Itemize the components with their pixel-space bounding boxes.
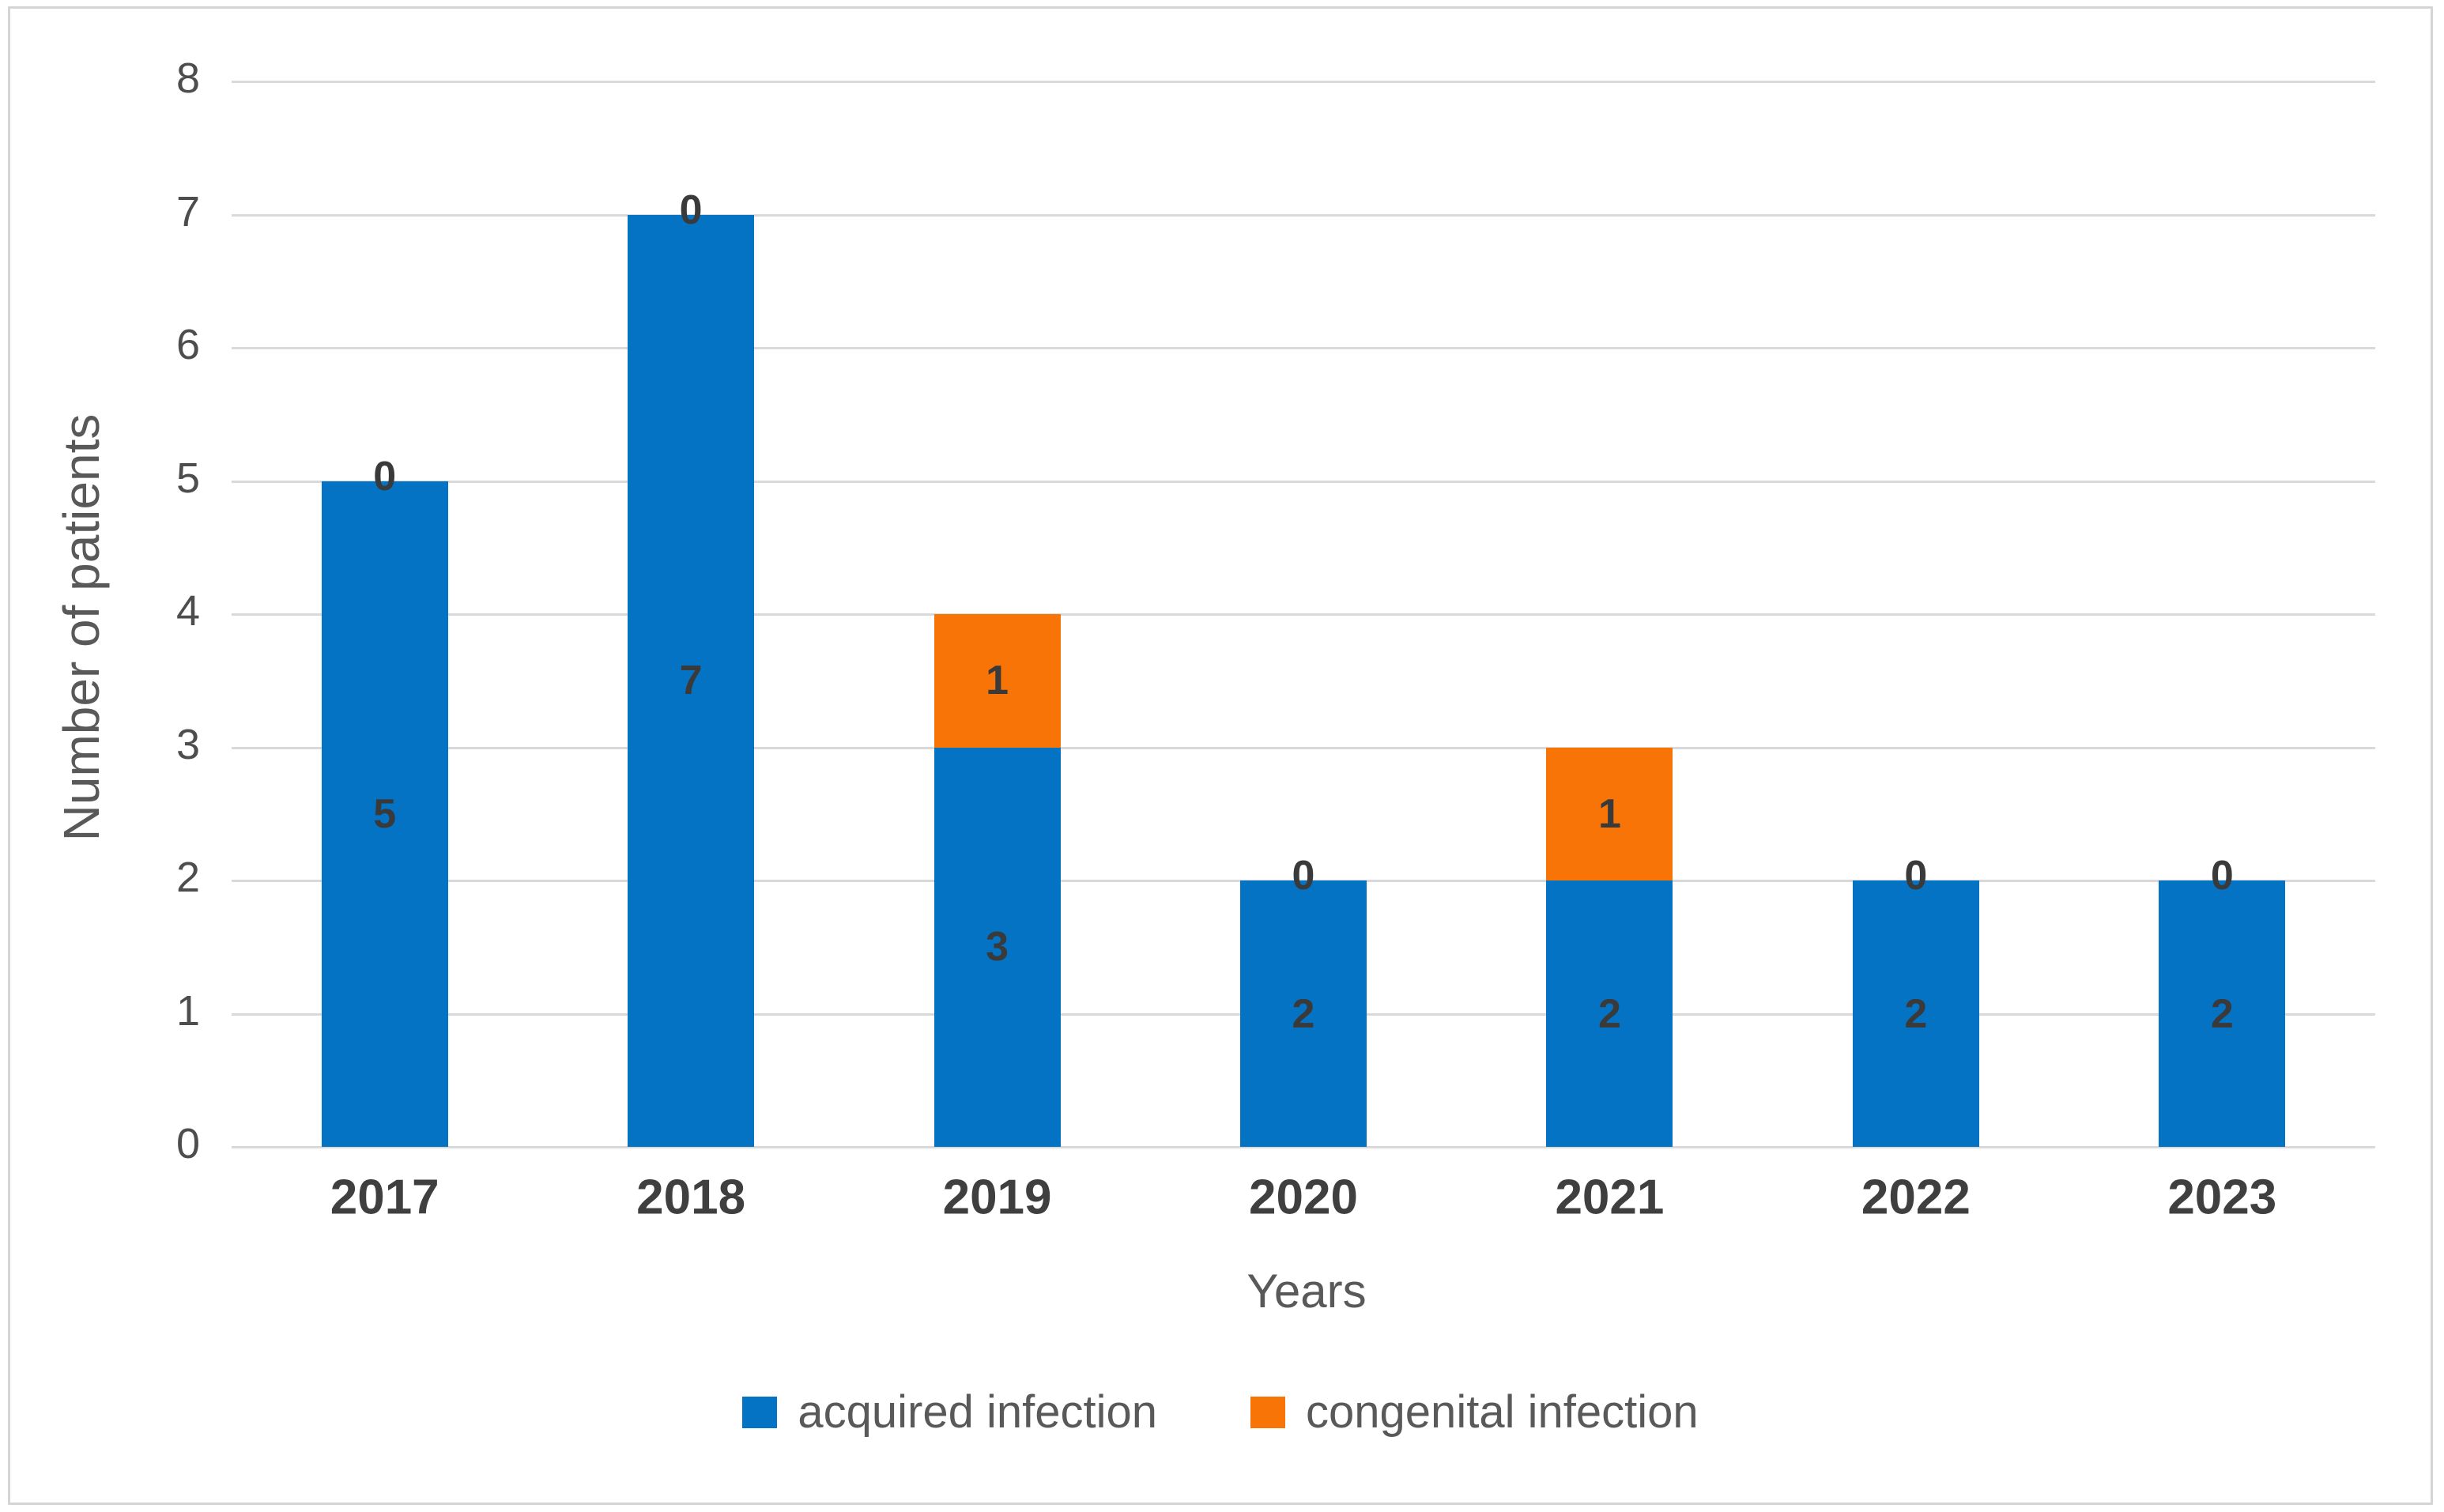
bar-acquired-2018	[628, 214, 755, 1147]
bar-label-acquired-2020: 2	[1292, 990, 1315, 1037]
x-axis-title: Years	[1247, 1265, 1367, 1318]
gridline-y3	[232, 746, 2375, 749]
bar-acquired-2021	[1546, 880, 1673, 1147]
y-tick-label-2: 2	[175, 854, 200, 901]
y-tick-label-4: 4	[175, 587, 200, 635]
bar-label-congenital-2018: 0	[679, 187, 703, 233]
bar-acquired-2022	[1852, 880, 1979, 1147]
x-tick-label-2022: 2022	[1861, 1170, 1971, 1225]
bar-congenital-2021	[1546, 747, 1673, 880]
x-tick-label-2017: 2017	[330, 1170, 439, 1225]
y-tick-label-7: 7	[175, 187, 200, 236]
gridline-y8	[232, 81, 2375, 83]
gridline-y4	[232, 613, 2375, 616]
bar-label-acquired-2019: 3	[986, 924, 1009, 971]
bar-acquired-2020	[1240, 880, 1367, 1147]
x-tick-label-2018: 2018	[636, 1170, 746, 1225]
gridline-y7	[232, 213, 2375, 217]
bar-congenital-2019	[933, 614, 1061, 748]
bar-label-congenital-2022: 0	[1904, 853, 1928, 899]
gridline-y0	[232, 1146, 2375, 1148]
y-tick-label-5: 5	[175, 454, 200, 502]
bar-label-acquired-2023: 2	[2210, 990, 2234, 1037]
bar-label-acquired-2018: 7	[679, 658, 703, 704]
legend-item-congenital-infection: congenital infection	[1250, 1386, 1699, 1438]
bar-label-acquired-2021: 2	[1597, 990, 1621, 1037]
bar-label-congenital-2017: 0	[373, 453, 397, 500]
legend-swatch-acquired-icon	[742, 1396, 778, 1428]
y-tick-label-6: 6	[175, 321, 200, 368]
bar-acquired-2019	[933, 747, 1061, 1147]
plot-area: 0 1 2 3 4 5 6 7 8 5 0 2017 7 0 2018 3 1 2019 2 0 2020 2 1 2021 2…	[10, 9, 2431, 1503]
x-tick-label-2020: 2020	[1249, 1170, 1358, 1225]
y-tick-label-0: 0	[175, 1120, 200, 1167]
x-tick-label-2023: 2023	[2167, 1170, 2277, 1225]
legend-label-congenital: congenital infection	[1306, 1386, 1699, 1438]
y-tick-label-3: 3	[175, 720, 200, 768]
bar-label-acquired-2017: 5	[373, 790, 397, 837]
gridline-y5	[232, 480, 2375, 483]
legend: acquired infection congenital infection	[10, 1386, 2431, 1438]
bar-acquired-2023	[2159, 880, 2286, 1147]
bar-label-congenital-2020: 0	[1292, 853, 1315, 899]
gridline-y6	[232, 347, 2375, 349]
y-tick-label-8: 8	[175, 55, 200, 102]
bar-label-congenital-2021: 1	[1597, 790, 1621, 837]
chart-figure: 0 1 2 3 4 5 6 7 8 5 0 2017 7 0 2018 3 1 2019 2 0 2020 2 1 2021 2…	[8, 6, 2433, 1505]
bar-label-congenital-2023: 0	[2210, 853, 2234, 899]
legend-item-acquired-infection: acquired infection	[742, 1386, 1157, 1438]
bar-label-acquired-2022: 2	[1904, 990, 1928, 1037]
x-tick-label-2019: 2019	[942, 1170, 1052, 1225]
legend-swatch-congenital-icon	[1250, 1396, 1286, 1428]
bar-acquired-2017	[321, 481, 448, 1147]
bar-label-congenital-2019: 1	[986, 658, 1009, 704]
x-tick-label-2021: 2021	[1555, 1170, 1665, 1225]
y-tick-label-1: 1	[175, 986, 200, 1035]
legend-label-acquired: acquired infection	[798, 1386, 1158, 1438]
